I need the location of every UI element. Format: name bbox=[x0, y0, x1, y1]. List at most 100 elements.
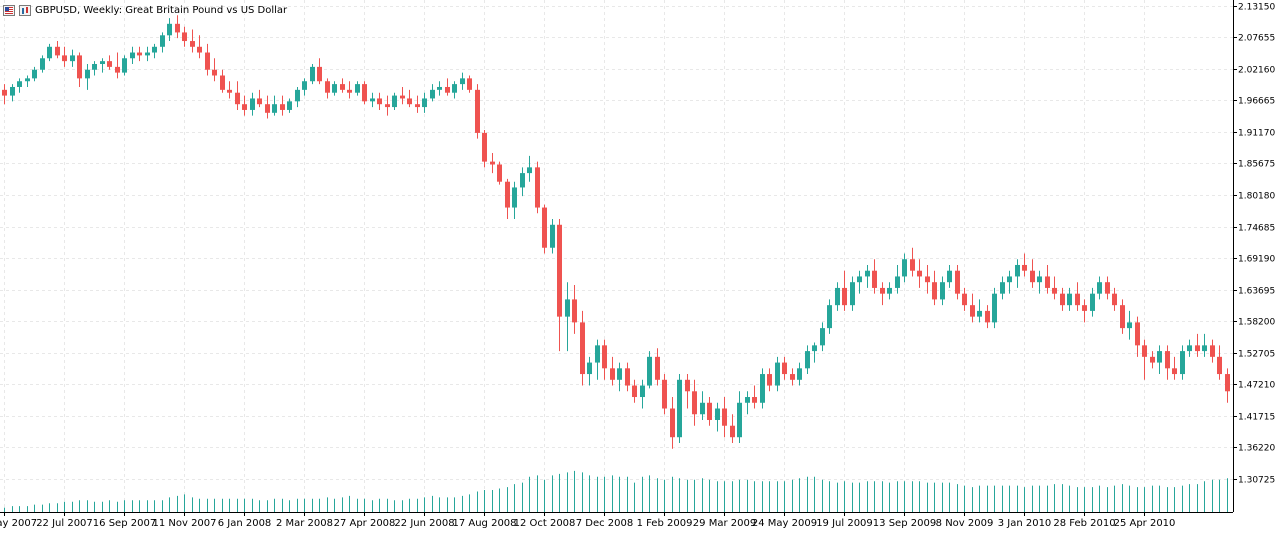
candle-body bbox=[527, 167, 532, 174]
bear-candle bbox=[985, 305, 990, 329]
bear-candle bbox=[872, 259, 877, 294]
bull-candle bbox=[850, 276, 855, 311]
candle-body bbox=[917, 270, 922, 277]
candle-body bbox=[820, 328, 825, 346]
candle-body bbox=[1045, 276, 1050, 288]
bear-candle bbox=[1052, 276, 1057, 300]
candle-body bbox=[782, 362, 787, 375]
grid-lines bbox=[0, 0, 1233, 512]
candle-body bbox=[557, 224, 562, 317]
candle-body bbox=[1105, 282, 1110, 294]
candle-body bbox=[400, 95, 405, 99]
candle-body bbox=[602, 345, 607, 369]
candle-body bbox=[1195, 345, 1200, 352]
candle-body bbox=[842, 287, 847, 306]
chart-bars-icon[interactable] bbox=[19, 4, 31, 16]
bear-candle bbox=[917, 259, 922, 288]
bull-candle bbox=[715, 402, 720, 432]
candle-body bbox=[1217, 356, 1222, 375]
candle-body bbox=[167, 23, 172, 36]
price-tick-label: 1.74685 bbox=[1238, 224, 1275, 234]
bull-candle bbox=[460, 72, 465, 90]
candle-body bbox=[610, 368, 615, 380]
candle-body bbox=[857, 276, 862, 283]
candle-body bbox=[332, 84, 337, 93]
bull-candle bbox=[797, 362, 802, 386]
price-tick-label: 1.69190 bbox=[1238, 255, 1275, 265]
candle-body bbox=[175, 23, 180, 33]
candle-body bbox=[460, 78, 465, 85]
candle-body bbox=[895, 276, 900, 288]
bull-candle bbox=[827, 299, 832, 334]
candle-body bbox=[2, 89, 7, 96]
bear-candle bbox=[467, 75, 472, 93]
bull-candle bbox=[617, 362, 622, 392]
candle-body bbox=[205, 52, 210, 70]
candle-body bbox=[497, 164, 502, 182]
bear-candle bbox=[77, 52, 82, 87]
bear-candle bbox=[782, 356, 787, 380]
bull-candle bbox=[805, 345, 810, 375]
candle-body bbox=[182, 32, 187, 42]
candle-body bbox=[325, 81, 330, 93]
candle-body bbox=[887, 287, 892, 294]
date-tick-label: 27 Apr 2008 bbox=[334, 518, 396, 529]
bull-candle bbox=[1180, 345, 1185, 380]
bear-candle bbox=[1105, 276, 1110, 300]
candle-body bbox=[77, 55, 82, 79]
bull-candle bbox=[167, 18, 172, 42]
date-tick-label: 7 Dec 2008 bbox=[576, 518, 634, 529]
bear-candle bbox=[1210, 339, 1215, 363]
bull-candle bbox=[272, 95, 277, 116]
candle-body bbox=[265, 104, 270, 113]
bear-candle bbox=[1150, 351, 1155, 369]
candle-body bbox=[1202, 345, 1207, 352]
bull-candle bbox=[295, 86, 300, 108]
bull-candle bbox=[647, 351, 652, 389]
candle-body bbox=[677, 379, 682, 438]
candle-body bbox=[340, 84, 345, 90]
date-tick-label: 1 Feb 2009 bbox=[637, 518, 693, 529]
date-tick-label: 28 Feb 2010 bbox=[1053, 518, 1115, 529]
candle-body bbox=[302, 81, 307, 90]
date-tick-label: 12 Oct 2008 bbox=[514, 518, 576, 529]
bear-candle bbox=[400, 86, 405, 105]
candle-body bbox=[1135, 322, 1140, 346]
candle-body bbox=[1150, 356, 1155, 363]
bear-candle bbox=[497, 161, 502, 185]
candle-body bbox=[475, 89, 480, 133]
bull-candle bbox=[947, 264, 952, 288]
bear-candle bbox=[1082, 299, 1087, 323]
price-tick-label: 1.80180 bbox=[1238, 192, 1275, 202]
candle-body bbox=[985, 310, 990, 323]
candle-body bbox=[272, 104, 277, 113]
price-tick-label: 1.96665 bbox=[1238, 97, 1275, 107]
candle-body bbox=[370, 98, 375, 102]
bull-candle bbox=[25, 75, 30, 87]
candle-body bbox=[62, 55, 67, 62]
bull-candle bbox=[1067, 287, 1072, 311]
candle-body bbox=[10, 86, 15, 96]
candle-body bbox=[235, 92, 240, 105]
bear-candle bbox=[625, 362, 630, 392]
bear-candle bbox=[385, 95, 390, 116]
bull-candle bbox=[152, 43, 157, 59]
chart-title: GBPUSD, Weekly: Great Britain Pound vs U… bbox=[35, 4, 288, 16]
candle-body bbox=[1225, 374, 1230, 392]
candle-body bbox=[707, 402, 712, 420]
bear-candle bbox=[557, 219, 562, 352]
candle-body bbox=[115, 66, 120, 73]
bull-candle bbox=[520, 167, 525, 197]
candle-body bbox=[835, 287, 840, 306]
candle-body bbox=[940, 282, 945, 300]
candle-body bbox=[730, 425, 735, 438]
bull-candle bbox=[902, 253, 907, 283]
candle-body bbox=[1075, 293, 1080, 306]
candle-body bbox=[1060, 293, 1065, 306]
bull-candle bbox=[1127, 310, 1132, 340]
bull-candle bbox=[355, 81, 360, 96]
candle-body bbox=[1090, 293, 1095, 311]
